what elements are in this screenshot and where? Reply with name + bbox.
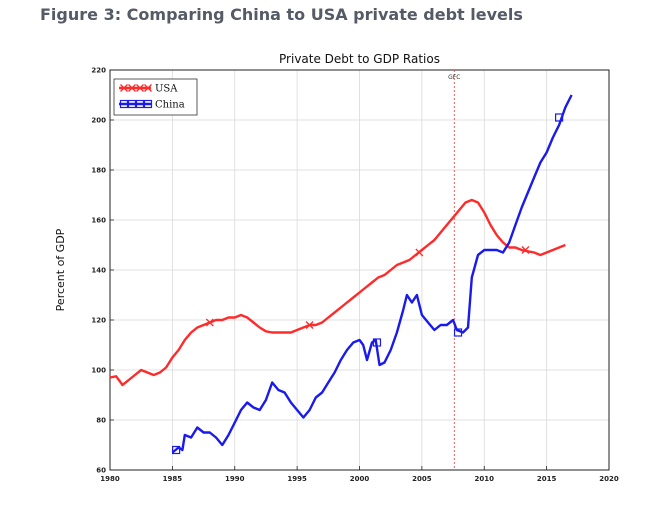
y-tick-label: 80 — [96, 417, 106, 425]
legend-label-china: China — [155, 100, 185, 111]
x-tick-label: 1990 — [225, 475, 245, 483]
y-tick-label: 180 — [91, 167, 106, 175]
series-marker-usa — [415, 248, 424, 257]
x-tick-label: 1985 — [163, 475, 183, 483]
series-marker-usa-stroke — [521, 246, 530, 254]
legend-marker-usa — [144, 84, 152, 92]
tick-layer: 1980 1985 1990 1995 2000 2005 2010 2015 2020 60 80… — [91, 67, 618, 484]
y-tick-label: 160 — [91, 217, 106, 225]
legend: USA China — [113, 78, 198, 116]
series-marker-usa — [305, 321, 314, 329]
series-marker-usa — [205, 318, 214, 327]
x-tick-label: 2020 — [599, 475, 619, 483]
legend-marker-usa-stroke — [128, 84, 136, 92]
x-tick-label: 1995 — [287, 475, 307, 483]
legend-marker-usa-stroke — [144, 84, 152, 92]
y-tick-label: 220 — [91, 67, 106, 75]
grid-layer — [109, 69, 610, 471]
x-tick-label: 2015 — [537, 475, 557, 483]
annotation-layer: GFC — [448, 70, 460, 470]
x-tick-label: 2010 — [475, 475, 495, 483]
legend-marker-china — [135, 99, 145, 109]
legend-label-usa: USA — [155, 84, 178, 95]
figure-heading: Figure 3: Comparing China to USA private… — [40, 5, 523, 24]
y-tick-label: 60 — [96, 467, 106, 475]
y-tick-label: 100 — [91, 367, 106, 375]
y-tick-label: 120 — [91, 317, 106, 325]
series-marker-china — [554, 113, 564, 122]
gfc-label: GFC — [448, 74, 460, 81]
legend-marker-china — [143, 99, 153, 109]
y-tick-label: 200 — [91, 117, 106, 125]
legend-marker-usa-stroke — [136, 84, 144, 92]
legend-marker-china — [119, 99, 129, 109]
series-line-usa — [109, 198, 566, 387]
series-marker-china — [372, 338, 382, 347]
series-marker-usa-stroke — [415, 248, 424, 257]
x-tick-label: 1980 — [100, 475, 120, 483]
series-marker-china — [453, 328, 463, 337]
legend-marker-usa — [128, 84, 136, 92]
x-tick-label: 2000 — [350, 475, 370, 483]
series-line-china — [171, 94, 573, 454]
y-axis-label: Percent of GDP — [54, 228, 67, 311]
legend-marker-china — [127, 99, 137, 109]
x-tick-label: 2005 — [412, 475, 432, 483]
series-marker-china — [172, 445, 181, 455]
legend-marker-usa-stroke — [120, 84, 128, 92]
chart-title: Private Debt to GDP Ratios — [279, 52, 440, 66]
y-tick-label: 140 — [91, 267, 106, 275]
series-marker-usa — [521, 246, 530, 254]
legend-marker-usa — [136, 84, 144, 92]
series-marker-usa-stroke — [205, 318, 214, 327]
series-marker-usa-stroke — [305, 321, 314, 329]
series-layer — [109, 94, 573, 455]
legend-marker-usa — [120, 84, 128, 92]
